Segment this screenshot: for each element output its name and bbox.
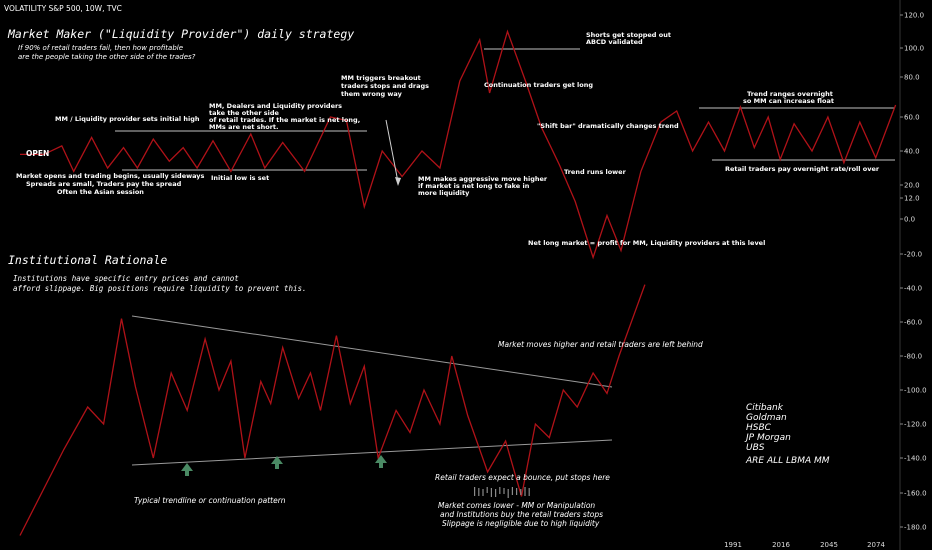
shift-bar-note: "Shift bar" dramatically changes trend [537, 122, 679, 130]
y-tick-label: -180.0 [904, 524, 927, 532]
stop-mark [516, 488, 518, 495]
y-tick-label: -140.0 [904, 455, 927, 463]
y-tick-label: 80.0 [904, 74, 920, 82]
support-arrow-2 [271, 456, 283, 469]
comes-lower-note-2: and Institutions buy the retail traders … [440, 510, 603, 519]
intro-line-2: are the people taking the other side of … [18, 53, 196, 61]
stop-mark [482, 489, 484, 496]
y-tick-label: 20.0 [904, 182, 920, 190]
stop-mark [507, 489, 509, 498]
bank-hsbc: HSBC [746, 423, 772, 433]
stop-mark [486, 487, 488, 493]
stop-mark [528, 488, 530, 496]
institutional-line-1: Institutions have specific entry prices … [13, 274, 239, 283]
institutional-line-2: afford slippage. Big positions require l… [13, 284, 307, 293]
aggressive-note-1: MM makes aggressive move higher [418, 175, 548, 183]
stop-mark [503, 488, 505, 494]
market-opens-note-3: Often the Asian session [57, 188, 144, 196]
x-tick-label: 2045 [820, 541, 838, 549]
initial-low-note: Initial low is set [211, 174, 269, 182]
breakout-note-3: them wrong way [341, 90, 403, 98]
y-tick-label: -100.0 [904, 387, 927, 395]
market-opens-note-1: Market opens and trading begins, usually… [16, 172, 205, 180]
intro-line-1: If 90% of retail traders fail, then how … [18, 44, 183, 52]
stop-mark [511, 487, 513, 495]
stop-mark [495, 489, 497, 497]
support-arrow-3 [375, 455, 387, 468]
trend-ranges-note-2: so MM can increase float [743, 97, 834, 105]
bank-citibank: Citibank [746, 403, 784, 413]
symbol-header: VOLATILITY S&P 500, 10W, TVC [4, 4, 122, 13]
x-tick-label: 2074 [867, 541, 885, 549]
y-tick-label: 100.0 [904, 45, 924, 53]
lower-trendline[interactable] [131, 439, 613, 466]
x-tick-label: 1991 [724, 541, 742, 549]
dealers-note-1: MM, Dealers and Liquidity providers [209, 102, 342, 110]
stop-cluster-marks [474, 487, 530, 498]
trend-ranges-note-1: Trend ranges overnight [747, 90, 833, 98]
bottom-price-series[interactable] [19, 284, 646, 536]
bank-goldman: Goldman [746, 413, 787, 423]
comes-lower-note-3: Slippage is negligible due to high liqui… [442, 519, 600, 528]
stop-mark [474, 487, 476, 496]
price-axis[interactable] [900, 0, 932, 550]
trendline-note: Typical trendline or continuation patter… [134, 496, 286, 505]
aggressive-note-3: more liquidity [418, 189, 470, 197]
trend-runs-note: Trend runs lower [564, 168, 627, 176]
y-tick-label: -120.0 [904, 421, 927, 429]
support-arrow-1 [181, 463, 193, 476]
moves-higher-note: Market moves higher and retail traders a… [498, 340, 703, 349]
y-tick-label: -160.0 [904, 490, 927, 498]
y-axis-ticks: 120.0 100.0 80.0 60.0 40.0 20.0 12.0 0.0 -20.0 -4… [900, 12, 927, 532]
y-tick-label: 60.0 [904, 114, 920, 122]
dealers-note-4: MMs are net short. [209, 123, 278, 131]
bank-ubs: UBS [746, 443, 765, 453]
main-title: Market Maker ("Liquidity Provider") dail… [7, 27, 354, 41]
stop-mark [490, 488, 492, 497]
bounce-note: Retail traders expect a bounce, put stop… [435, 473, 610, 482]
bank-jpmorgan: JP Morgan [744, 433, 791, 443]
net-long-note: Net long market = profit for MM, Liquidi… [528, 239, 765, 247]
y-tick-label: 12.0 [904, 195, 920, 203]
shorts-note-2: ABCD validated [586, 38, 643, 46]
x-tick-label: 2016 [772, 541, 790, 549]
y-tick-label: -40.0 [904, 285, 922, 293]
breakout-note-1: MM triggers breakout [341, 74, 421, 82]
y-tick-label: 40.0 [904, 148, 920, 156]
open-label: OPEN [26, 149, 49, 158]
x-axis-ticks: 1991 2016 2045 2074 [724, 541, 885, 549]
stop-mark [524, 487, 526, 496]
y-tick-label: 0.0 [904, 216, 915, 224]
upper-trendline[interactable] [131, 315, 613, 388]
y-tick-label: -80.0 [904, 353, 922, 361]
shorts-note-1: Shorts get stopped out [586, 31, 671, 39]
breakout-note-2: traders stops and drags [341, 82, 429, 90]
retail-pay-note: Retail traders pay overnight rate/roll o… [725, 165, 880, 173]
breakout-pointer-arrow [385, 119, 401, 186]
y-tick-label: 120.0 [904, 12, 924, 20]
stop-mark [520, 489, 522, 495]
stop-mark [478, 488, 480, 496]
continuation-note: Continuation traders get long [484, 81, 593, 89]
lbma-note: ARE ALL LBMA MM [745, 456, 830, 466]
market-opens-note-2: Spreads are small, Traders pay the sprea… [26, 180, 182, 188]
aggressive-note-2: if market is net long to fake in [418, 182, 530, 190]
initial-high-note: MM / Liquidity provider sets initial hig… [55, 115, 200, 123]
stop-mark [499, 487, 501, 494]
institutional-title: Institutional Rationale [8, 253, 167, 267]
top-price-series[interactable] [20, 29, 897, 260]
dealers-note-3: of retail trades. If the market is net l… [209, 116, 360, 124]
y-tick-label: -20.0 [904, 251, 922, 259]
y-tick-label: -60.0 [904, 319, 922, 327]
dealers-note-2: take the other side [209, 109, 280, 117]
comes-lower-note-1: Market comes lower - MM or Manipulation [438, 501, 595, 510]
